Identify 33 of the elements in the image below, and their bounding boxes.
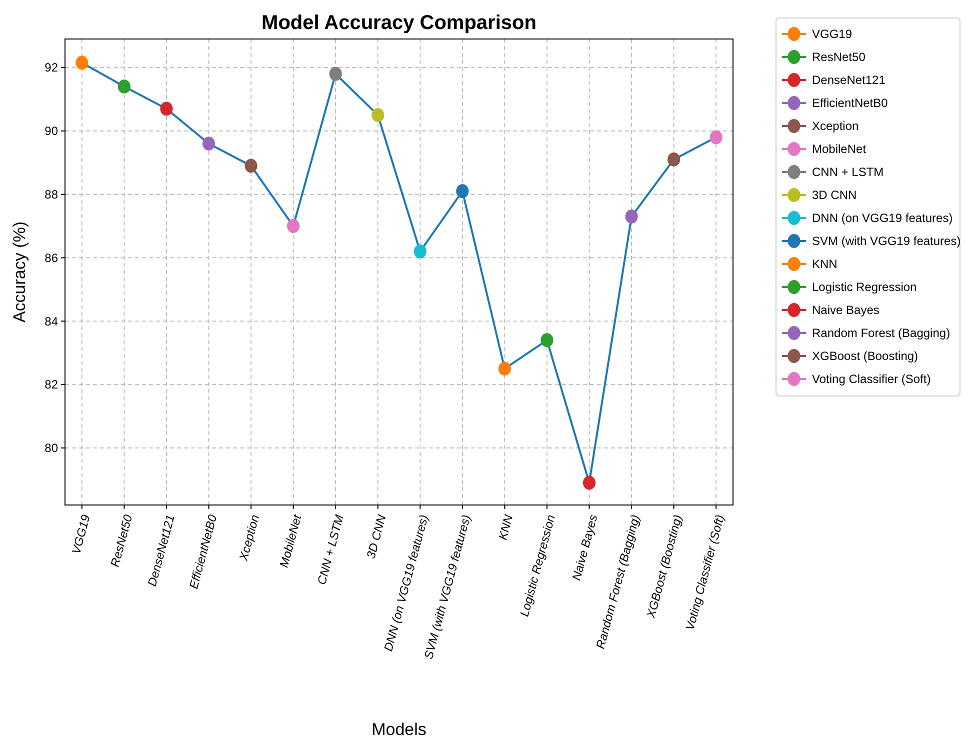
legend-label: KNN: [812, 257, 838, 272]
legend-label: Xception: [812, 119, 859, 134]
y-tick-label: 80: [44, 441, 58, 456]
legend-label: Logistic Regression: [812, 280, 917, 294]
x-tick-label: 3D CNN: [364, 512, 389, 560]
legend-label: XGBoost (Boosting): [812, 349, 918, 364]
legend-label: DNN (on VGG19 features): [812, 211, 953, 226]
legend-label: DenseNet121: [812, 73, 886, 88]
legend-label: CNN + LSTM: [812, 165, 884, 180]
legend-label: SVM (with VGG19 features): [812, 234, 961, 248]
legend-label: Voting Classifier (Soft): [812, 372, 931, 386]
y-axis-title: Accuracy (%): [10, 221, 29, 323]
y-tick-label: 90: [44, 124, 58, 138]
legend-label: VGG19: [812, 27, 852, 42]
y-tick-label: 82: [44, 378, 58, 392]
x-tick-label: Xception: [236, 512, 262, 563]
y-tick-label: 84: [44, 314, 58, 328]
legend-label: Random Forest (Bagging): [812, 326, 950, 340]
x-tick-label: Naive Bayes: [569, 513, 600, 582]
legend-label: EfficientNetB0: [812, 96, 888, 110]
x-tick-label: CNN + LSTM: [314, 513, 347, 586]
chart-title: Model Accuracy Comparison: [262, 12, 536, 34]
x-tick-label: VGG19: [68, 512, 93, 556]
y-tick-label: 86: [44, 250, 58, 265]
legend-label: Naive Bayes: [812, 303, 880, 318]
legend-label: 3D CNN: [812, 188, 857, 202]
x-tick-label: KNN: [496, 512, 516, 542]
x-axis-title: Models: [372, 720, 426, 739]
x-tick-label: Voting Classifier (Soft): [682, 513, 728, 632]
legend-label: ResNet50: [812, 50, 866, 64]
y-tick-label: 92: [44, 60, 58, 75]
y-tick-label: 88: [44, 188, 58, 202]
legend-label: MobileNet: [812, 142, 867, 156]
